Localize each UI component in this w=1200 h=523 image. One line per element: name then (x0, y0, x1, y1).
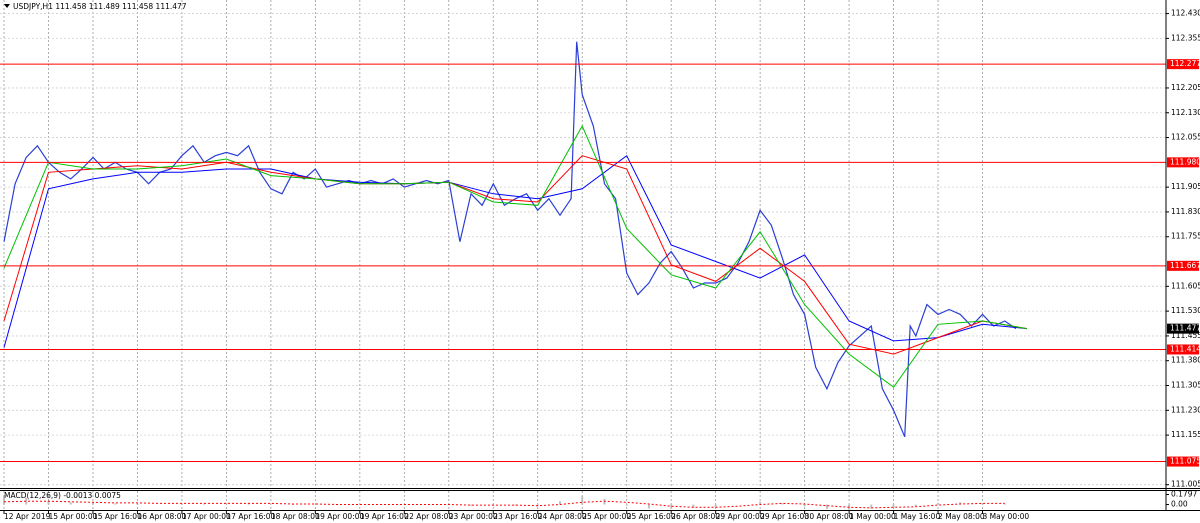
macd-bar (914, 504, 917, 507)
macd-bar (803, 504, 806, 507)
y-tick-label: 111.605 (1171, 281, 1200, 290)
macd-bar (981, 503, 984, 505)
y-tick-label: 112.355 (1171, 33, 1200, 42)
x-tick-label: 30 Apr 08:00 (805, 512, 854, 521)
macd-bar (47, 500, 50, 505)
macd-bar (825, 504, 828, 509)
macd-bar (1003, 503, 1006, 505)
level-label-box (1167, 344, 1199, 355)
current-price-box (1167, 323, 1199, 334)
x-tick-label: 12 Apr 2019 (4, 512, 51, 521)
macd-bar (603, 498, 606, 505)
x-tick-label: 22 Apr 08:00 (404, 512, 453, 521)
macd-bar (558, 501, 561, 505)
macd-bar (625, 504, 628, 506)
y-tick-label: 111.005 (1171, 480, 1200, 489)
y-tick-label: 112.130 (1171, 108, 1200, 117)
macd-bar (3, 495, 5, 505)
moving-average (3, 124, 1028, 388)
x-tick-label: 19 Apr 00:00 (315, 512, 364, 521)
chart-title: USDJPY,H1 111.458 111.489 111.458 111.47… (13, 2, 187, 11)
x-tick-label: 29 Apr 16:00 (760, 512, 809, 521)
macd-bar (470, 504, 473, 506)
level-label: 111.414 (1170, 344, 1200, 353)
y-tick-label: 111.155 (1171, 430, 1200, 439)
level-label: 111.075 (1170, 457, 1200, 466)
macd-signal (3, 500, 1005, 509)
y-tick-label: 111.530 (1171, 306, 1200, 315)
x-tick-label: 18 Apr 08:00 (271, 512, 320, 521)
x-tick-label: 1 May 16:00 (894, 512, 941, 521)
x-tick-label: 25 Apr 16:00 (627, 512, 676, 521)
y-tick-label: 112.430 (1171, 9, 1200, 18)
macd-bar (581, 496, 584, 505)
x-tick-label: 17 Apr 00:00 (182, 512, 231, 521)
level-label-box (1167, 59, 1199, 70)
macd-bar (959, 502, 962, 505)
macd-bar (114, 503, 117, 505)
macd-title: MACD(12,26,9) -0.0013 0.0075 (4, 491, 121, 500)
x-tick-label: 3 May 00:00 (983, 512, 1030, 521)
x-tick-label: 16 Apr 08:00 (137, 512, 186, 521)
y-tick-label: 112.205 (1171, 83, 1200, 92)
macd-bar (692, 504, 695, 508)
macd-bar (714, 504, 717, 507)
macd-bar (647, 504, 650, 509)
macd-bar (870, 504, 873, 509)
x-tick-label: 26 Apr 08:00 (671, 512, 720, 521)
level-label: 111.667 (1170, 261, 1200, 270)
macd-bar (514, 504, 517, 506)
macd-bar (225, 502, 228, 505)
macd-bar (358, 504, 361, 506)
macd-bar (292, 504, 295, 506)
y-tick-label: 0.00 (1171, 500, 1188, 509)
level-label-box (1167, 157, 1199, 168)
x-tick-label: 2 May 08:00 (938, 512, 985, 521)
y-tick-label: 111.380 (1171, 356, 1200, 365)
x-tick-label: 15 Apr 00:00 (48, 512, 97, 521)
x-tick-label: 19 Apr 16:00 (360, 512, 409, 521)
y-tick-label: 112.055 (1171, 133, 1200, 142)
x-tick-label: 17 Apr 16:00 (226, 512, 275, 521)
macd-bar (69, 502, 72, 505)
level-label: 111.980 (1170, 157, 1200, 166)
moving-average (3, 155, 1028, 355)
macd-bar (781, 503, 784, 505)
macd-bar (203, 503, 206, 505)
x-tick-label: 25 Apr 00:00 (582, 512, 631, 521)
macd-bar (314, 504, 317, 506)
x-tick-label: 23 Apr 00:00 (449, 512, 498, 521)
macd-bar (937, 502, 940, 505)
moving-average (3, 154, 1028, 348)
y-tick-label: 111.755 (1171, 232, 1200, 241)
y-tick-label: 111.305 (1171, 381, 1200, 390)
y-tick-label: 111.230 (1171, 405, 1200, 414)
marks (0, 41, 1166, 510)
y-tick-label: 111.905 (1171, 182, 1200, 191)
macd-bar (759, 501, 762, 505)
x-tick-label: 24 Apr 08:00 (538, 512, 587, 521)
macd-bar (670, 504, 673, 509)
macd-bar (180, 503, 183, 505)
grid (0, 0, 1166, 510)
level-label: 112.277 (1170, 59, 1200, 68)
macd-bar (892, 504, 895, 507)
y-tick-label: 111.455 (1171, 331, 1200, 340)
current-price-label: 111.477 (1170, 324, 1200, 333)
x-tick-label: 15 Apr 16:00 (93, 512, 142, 521)
symbol-menu-icon[interactable] (4, 4, 10, 8)
x-tick-label: 23 Apr 16:00 (493, 512, 542, 521)
macd-bar (136, 503, 139, 505)
macd-bar (91, 502, 94, 505)
level-label-box (1167, 260, 1199, 271)
x-tick-label: 1 May 00:00 (849, 512, 896, 521)
y-tick-label: 0.1797 (1171, 490, 1197, 499)
x-tick-label: 29 Apr 00:00 (716, 512, 765, 521)
y-tick-label: 111.830 (1171, 207, 1200, 216)
macd-bar (25, 497, 28, 505)
level-label-box (1167, 456, 1199, 467)
